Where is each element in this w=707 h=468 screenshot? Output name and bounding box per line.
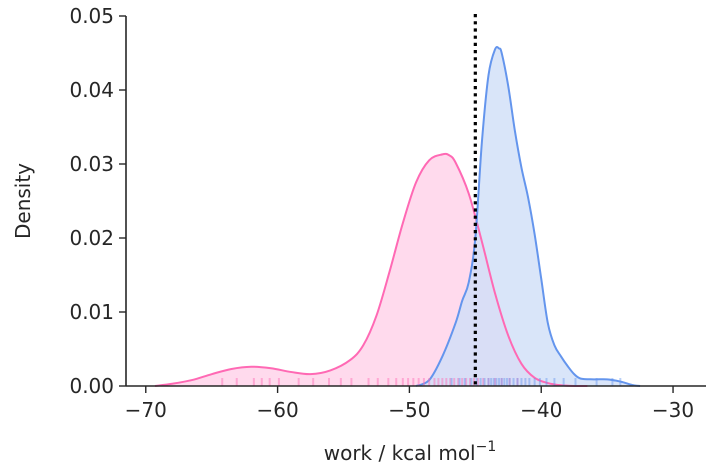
y-tick-label-3: 0.03 <box>69 152 114 176</box>
axes <box>125 16 706 387</box>
x-tick-label-1: −60 <box>256 398 298 422</box>
x-ticks: −70 −60 −50 −40 −30 <box>125 386 694 422</box>
density-fills <box>155 46 641 387</box>
y-tick-label-2: 0.02 <box>69 226 114 250</box>
y-axis-label: Density <box>11 163 35 239</box>
y-tick-label-0: 0.00 <box>69 374 114 398</box>
series-1-line <box>415 45 641 387</box>
y-ticks: 0.00 0.01 0.02 0.03 0.04 0.05 <box>69 4 126 398</box>
y-tick-label-1: 0.01 <box>69 300 114 324</box>
y-tick-label-5: 0.05 <box>69 4 114 28</box>
x-axis-label-superscript: −1 <box>476 439 497 455</box>
x-axis-label-text: work / kcal mol <box>324 441 476 465</box>
x-tick-label-4: −30 <box>652 398 694 422</box>
series-1-fill <box>416 46 641 387</box>
rug-marks <box>221 378 622 386</box>
y-tick-label-4: 0.04 <box>69 78 114 102</box>
x-axis-label: work / kcal mol−1 <box>324 439 497 465</box>
x-tick-label-0: −70 <box>125 398 167 422</box>
x-tick-label-3: −40 <box>520 398 562 422</box>
x-tick-label-2: −50 <box>388 398 430 422</box>
density-lines <box>154 45 641 387</box>
series-0-line <box>154 152 588 387</box>
